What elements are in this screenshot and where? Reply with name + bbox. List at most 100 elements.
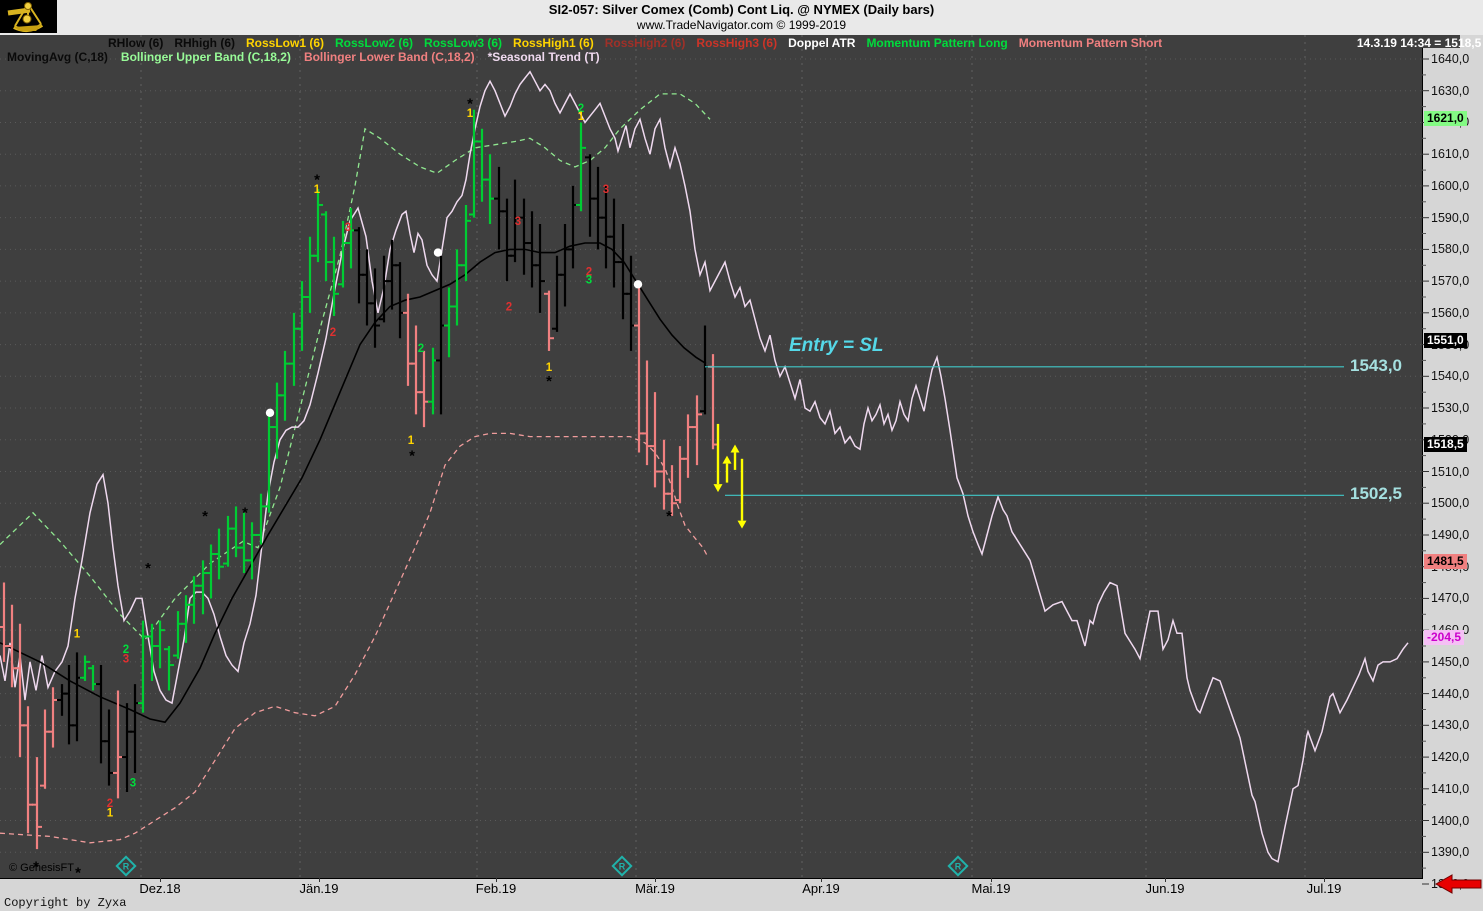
price-axis-label: 1600,0 (1431, 178, 1470, 193)
svg-text:2: 2 (586, 267, 592, 279)
legend-band-extension (1422, 35, 1460, 48)
svg-text:1: 1 (546, 362, 553, 374)
price-axis-label: 1390,0 (1431, 845, 1470, 860)
date-axis-tick (1165, 878, 1166, 882)
svg-text:R: R (955, 862, 962, 872)
svg-text:*: * (409, 447, 415, 464)
legend-row2-item-2[interactable]: Bollinger Lower Band (C,18,2) (303, 50, 475, 64)
svg-text:3: 3 (515, 216, 521, 228)
price-axis-label: 1500,0 (1431, 496, 1470, 511)
bollinger-upper-band-line (0, 93, 711, 641)
price-badge: 1551,0 (1424, 333, 1467, 349)
svg-text:2: 2 (578, 103, 584, 115)
price-axis-label: 1490,0 (1431, 527, 1470, 542)
price-axis-label: 1510,0 (1431, 464, 1470, 479)
entry-sl-annotation[interactable]: Entry = SL (789, 334, 884, 356)
legend-row2-item-1[interactable]: Bollinger Upper Band (C,18,2) (120, 50, 291, 64)
svg-text:3: 3 (123, 654, 129, 666)
date-axis-tick (496, 878, 497, 882)
date-axis-tick (991, 878, 992, 882)
svg-text:*: * (75, 865, 81, 878)
copyright-text: Copyright by Zyxa (4, 896, 127, 910)
svg-text:1: 1 (467, 108, 474, 120)
legend-row1-item-3[interactable]: RossLow2 (6) (335, 36, 414, 50)
svg-text:2: 2 (506, 302, 512, 314)
price-axis-label: 1400,0 (1431, 813, 1470, 828)
legend-row1-item-9[interactable]: Momentum Pattern Long (866, 36, 1008, 50)
svg-text:3: 3 (586, 275, 592, 287)
scroll-right-arrow[interactable] (1434, 872, 1483, 896)
svg-text:*: * (666, 508, 672, 525)
level-line-label: 1543,0 (1350, 355, 1402, 375)
price-axis-label: 1540,0 (1431, 369, 1470, 384)
legend-row1-item-2[interactable]: RossLow1 (6) (246, 36, 325, 50)
svg-text:1: 1 (107, 808, 114, 820)
price-axis-label: 1420,0 (1431, 750, 1470, 765)
price-axis-label: 1580,0 (1431, 242, 1470, 257)
svg-text:3: 3 (345, 222, 351, 234)
svg-text:2: 2 (107, 798, 113, 810)
price-axis-label: 1570,0 (1431, 274, 1470, 289)
price-axis-label: 1410,0 (1431, 781, 1470, 796)
level-lines (705, 366, 1344, 496)
svg-text:1: 1 (74, 628, 81, 640)
svg-text:2: 2 (418, 343, 424, 355)
vertical-gridlines (140, 35, 1306, 878)
price-badge: 1481,5 (1424, 553, 1467, 569)
legend-row1-item-0[interactable]: RHlow (6) (108, 36, 164, 50)
date-axis-tick (655, 878, 656, 882)
date-axis-label: Mär.19 (635, 881, 675, 896)
svg-text:3: 3 (603, 184, 609, 196)
chart-background (0, 35, 1423, 879)
date-axis-tick (319, 878, 320, 882)
date-axis-label: Mai.19 (971, 881, 1011, 896)
svg-text:2: 2 (330, 327, 336, 339)
price-axis-label: 1640,0 (1431, 52, 1470, 66)
svg-text:1: 1 (578, 111, 585, 123)
legend-row2-item-0[interactable]: MovingAvg (C,18) (7, 50, 108, 64)
date-axis-label: Feb.19 (475, 881, 517, 896)
svg-text:*: * (33, 858, 39, 875)
svg-text:R: R (619, 862, 626, 872)
legend-row1-item-7[interactable]: RossHigh3 (6) (696, 36, 778, 50)
price-bars (0, 109, 718, 850)
legend-row1-item-4[interactable]: RossLow3 (6) (424, 36, 503, 50)
svg-text:1: 1 (408, 435, 415, 447)
svg-text:2: 2 (123, 644, 129, 656)
genesis-watermark: © GenesisFT (9, 862, 74, 874)
horizontal-gridlines (0, 58, 1421, 853)
legend-row1-item-1[interactable]: RHhigh (6) (174, 36, 235, 50)
trade-arrows (713, 423, 747, 529)
legend-row1-item-5[interactable]: RossHigh1 (6) (513, 36, 594, 50)
price-axis-label: 1440,0 (1431, 686, 1470, 701)
legend-row1-item-10[interactable]: Momentum Pattern Short (1018, 36, 1163, 50)
price-axis-label: 1530,0 (1431, 401, 1470, 416)
chart-subtitle: www.TradeNavigator.com © 1999-2019 (636, 18, 847, 32)
pivot-dots (265, 248, 643, 417)
legend-row1-item-8[interactable]: Doppel ATR (788, 36, 856, 50)
svg-text:*: * (467, 95, 473, 112)
sextant-logo-icon (7, 2, 44, 32)
price-axis-ticks[interactable] (1422, 35, 1483, 911)
svg-text:*: * (202, 508, 208, 525)
svg-text:1: 1 (314, 184, 321, 196)
price-axis-label: 1610,0 (1431, 147, 1470, 162)
price-badge: 1621,0 (1424, 111, 1467, 127)
last-quote-readout: 14.3.19 14:34 = 1518,5 (-27,0) (1356, 36, 1483, 50)
date-axis-label: Dez.18 (139, 881, 181, 896)
seasonal-trend-line (0, 70, 1409, 863)
legend-row-1: RHlow (6) RHhigh (6) RossLow1 (6) RossLow2 … (0, 36, 1483, 50)
date-axis-tick (160, 878, 161, 882)
chart-title: SI2-057: Silver Comex (Comb) Cont Liq. @… (548, 2, 935, 17)
svg-text:*: * (145, 560, 151, 577)
price-axis-label: 1430,0 (1431, 718, 1470, 733)
legend-row1-item-6[interactable]: RossHigh2 (6) (604, 36, 686, 50)
date-axis-label: Jul.19 (1306, 881, 1342, 896)
legend-row2-item-3[interactable]: *Seasonal Trend (T) (487, 50, 600, 64)
app-logo (0, 0, 57, 33)
svg-text:*: * (546, 373, 552, 390)
level-line-label: 1502,5 (1350, 484, 1402, 504)
